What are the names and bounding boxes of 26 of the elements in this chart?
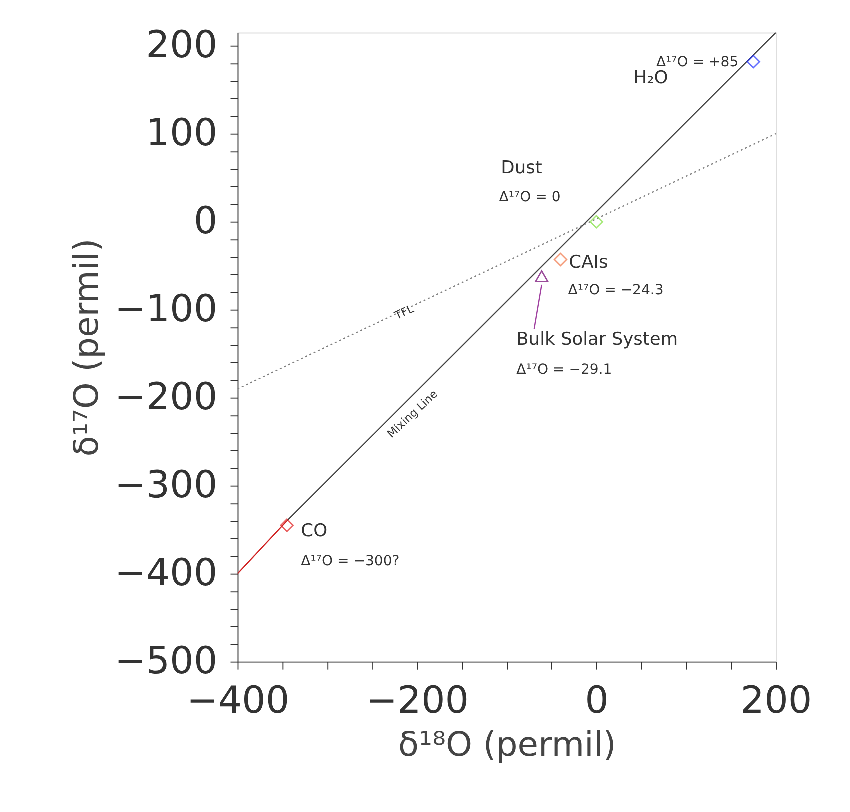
point [535, 270, 549, 282]
point [590, 215, 604, 229]
y-tick-label: 0 [194, 198, 218, 243]
point [746, 55, 760, 69]
y-tick-label: −400 [114, 550, 218, 595]
x-tick-label: 0 [585, 678, 610, 722]
annotation: TFL [392, 302, 417, 324]
x-tick-label: −200 [366, 678, 470, 722]
annotation: Δ¹⁷O = −29.1 [516, 362, 612, 378]
y-tick-label: −200 [114, 374, 218, 419]
annotation: Δ¹⁷O = −24.3 [568, 282, 664, 298]
point [280, 518, 294, 532]
y-axis-title: δ¹⁷O (permil) [66, 238, 106, 457]
point [554, 252, 568, 267]
annotation: CO [301, 520, 328, 542]
annotation: Δ¹⁷O = −300? [301, 554, 400, 570]
x-tick-label: 200 [740, 678, 812, 722]
annotation: CAIs [569, 252, 608, 274]
annotation: Δ¹⁷O = 0 [499, 189, 561, 206]
y-tick-label: 200 [146, 22, 218, 67]
x-axis-title: δ¹⁸O (permil) [398, 724, 616, 764]
annotation: Dust [501, 157, 542, 178]
y-tick-label: −300 [114, 462, 218, 507]
y-tick-label: 100 [146, 110, 218, 155]
annotation: Bulk Solar System [516, 328, 678, 350]
y-tick-label: −100 [114, 286, 218, 331]
